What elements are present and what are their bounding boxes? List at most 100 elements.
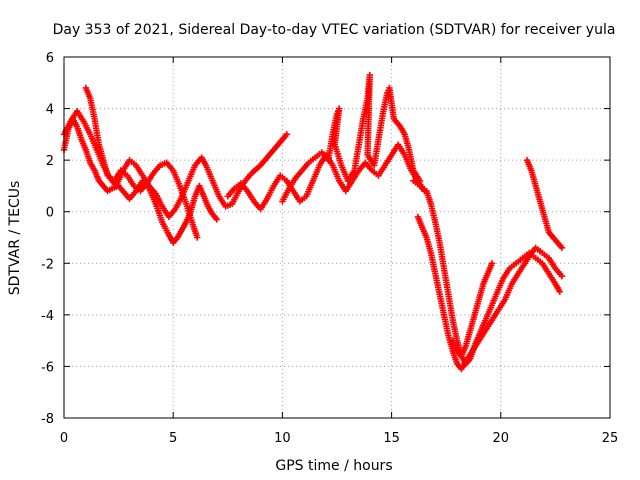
data-point-fill xyxy=(330,164,342,182)
data-point-fill xyxy=(167,207,177,219)
data-point-fill xyxy=(472,298,482,316)
plot-frame xyxy=(63,56,611,419)
data-point-fill xyxy=(304,179,316,198)
data-point-fill xyxy=(293,169,304,180)
data-point-fill xyxy=(119,168,129,178)
data-point-fill xyxy=(224,201,234,209)
data-point-fill xyxy=(375,112,386,141)
data-point-fill xyxy=(138,182,149,193)
data-point-fill xyxy=(528,169,539,187)
data-point-fill xyxy=(203,164,215,182)
data-point-fill xyxy=(481,308,493,327)
data-point-fill xyxy=(412,179,422,188)
data-point-fill xyxy=(450,339,460,353)
data-point-fill xyxy=(485,262,495,275)
data-point-fill xyxy=(415,215,425,229)
data-point-fill xyxy=(551,236,560,245)
data-point-fill xyxy=(159,160,168,168)
data-point-fill xyxy=(320,151,330,162)
data-point-fill xyxy=(436,241,447,270)
data-point-fill xyxy=(88,161,97,172)
data-point-fill xyxy=(432,272,443,296)
data-point-fill xyxy=(134,164,145,177)
data-point-fill xyxy=(477,329,488,342)
data-point-fill xyxy=(75,110,86,123)
data-point-fill xyxy=(541,251,550,260)
data-point-fill xyxy=(463,329,473,347)
data-point-fill xyxy=(383,153,394,167)
data-point-fill xyxy=(171,236,180,245)
data-point xyxy=(558,272,566,280)
data-point-fill xyxy=(463,349,475,363)
data-point-fill xyxy=(79,138,89,151)
data-point-fill xyxy=(81,120,93,136)
data-point-fill xyxy=(165,161,175,172)
data-point-fill xyxy=(226,187,236,198)
data-point-fill xyxy=(258,153,272,167)
data-point-fill xyxy=(357,161,367,172)
data-point-fill xyxy=(121,159,132,172)
data-point-fill xyxy=(424,190,434,206)
data-point-fill xyxy=(145,171,156,185)
data-point-fill xyxy=(386,86,397,120)
data-point-fill xyxy=(346,169,357,182)
data-point-fill xyxy=(533,184,543,203)
data-point-fill xyxy=(343,179,355,193)
data-point-fill xyxy=(370,168,380,178)
data-point-fill xyxy=(467,313,478,332)
data-point-fill xyxy=(423,236,434,254)
x-tick-label: 25 xyxy=(602,431,619,446)
x-tick-label: 10 xyxy=(274,431,291,446)
data-point-fill xyxy=(132,184,142,193)
y-axis-ticks: -8 -6 -4 -2 0 2 4 6 xyxy=(41,51,610,427)
data-point-fill xyxy=(428,203,438,223)
data-point-fill xyxy=(199,156,209,167)
series-arc-5 xyxy=(279,71,424,205)
y-tick-label: 2 xyxy=(46,154,54,169)
x-tick-label: 15 xyxy=(383,431,400,446)
x-tick-label: 20 xyxy=(493,431,510,446)
data-point-fill xyxy=(160,220,171,236)
data-point-fill xyxy=(206,205,215,216)
data-point-fill xyxy=(502,282,514,301)
data-point-fill xyxy=(494,277,506,296)
data-point-fill xyxy=(101,184,110,193)
data-point-fill xyxy=(314,150,323,160)
data-point-fill xyxy=(553,282,562,293)
data-point-fill xyxy=(325,133,336,161)
data-point-fill xyxy=(291,189,302,203)
x-tick-label: 0 xyxy=(60,431,68,446)
data-point-fill xyxy=(151,164,162,175)
data-point-fill xyxy=(522,251,534,265)
data-point-fill xyxy=(396,143,407,157)
data-point-fill xyxy=(436,293,447,316)
data-point xyxy=(194,234,201,241)
data-point-fill xyxy=(331,107,343,146)
data-point-fill xyxy=(186,164,198,182)
data-point-fill xyxy=(516,262,527,275)
data-point-fill xyxy=(546,272,558,286)
data-point-fill xyxy=(459,344,469,358)
data-point-fill xyxy=(419,226,429,239)
data-point xyxy=(213,216,221,223)
data-point-fill xyxy=(547,230,555,239)
data-point-fill xyxy=(455,362,464,371)
data-point-fill xyxy=(153,192,165,208)
data-point-fill xyxy=(166,233,176,244)
data-point-fill xyxy=(190,223,200,239)
data-point-fill xyxy=(476,282,486,301)
data-point xyxy=(283,131,290,138)
data-point-fill xyxy=(128,158,138,167)
data-point-fill xyxy=(432,221,443,244)
y-axis-label: SDTVAR / TECUs xyxy=(7,181,23,296)
data-point-fill xyxy=(112,169,123,182)
data-point-fill xyxy=(173,195,185,211)
data-point-fill xyxy=(411,169,422,182)
data-point-fill xyxy=(300,161,311,172)
y-tick-label: -2 xyxy=(41,257,54,272)
data-point-fill xyxy=(87,133,100,151)
data-point-fill xyxy=(106,174,116,183)
data-point-fill xyxy=(524,159,534,172)
data-point-fill xyxy=(537,200,548,218)
